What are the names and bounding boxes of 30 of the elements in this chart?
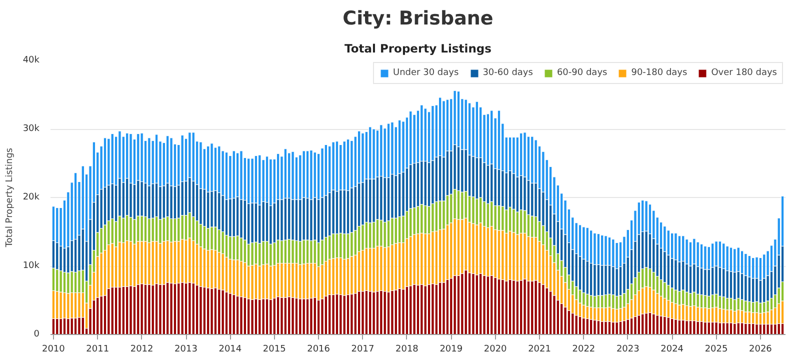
y-tick-label: 0 xyxy=(34,330,40,340)
legend-label: Under 30 days xyxy=(393,68,459,78)
x-tick-label: 2012 xyxy=(130,344,154,354)
x-tick-label: 2021 xyxy=(528,344,551,354)
chart-title: City: Brisbane xyxy=(342,8,494,30)
y-tick-label: 10k xyxy=(22,261,40,271)
x-tick-label: 2026 xyxy=(749,344,772,354)
y-tick-label: 40k xyxy=(22,56,40,66)
x-tick-label: 2011 xyxy=(86,344,110,354)
x-tick-label: 2016 xyxy=(307,344,330,354)
legend-label: 60-90 days xyxy=(556,68,608,78)
x-tick-label: 2013 xyxy=(174,344,198,354)
legend-label: 30-60 days xyxy=(482,68,533,78)
x-tick-label: 2014 xyxy=(218,344,242,354)
x-tick-label: 2025 xyxy=(704,344,728,354)
x-tick-label: 2024 xyxy=(660,344,684,354)
y-tick-label: 20k xyxy=(22,192,40,202)
x-tick-label: 2017 xyxy=(351,344,374,354)
x-tick-label: 2018 xyxy=(396,344,419,354)
x-tick-label: 2022 xyxy=(572,344,596,354)
legend-label: Over 180 days xyxy=(711,68,777,78)
y-tick-label: 30k xyxy=(22,124,40,134)
x-tick-label: 2010 xyxy=(42,344,66,354)
x-tick-label: 2023 xyxy=(616,344,640,354)
y-axis-title: Total Property Listings xyxy=(4,148,15,248)
x-tick-label: 2020 xyxy=(484,344,508,354)
chart-subtitle: Total Property Listings xyxy=(344,42,492,56)
x-tick-label: 2019 xyxy=(440,344,463,354)
legend-label: 90-180 days xyxy=(631,68,688,78)
x-tick-label: 2015 xyxy=(262,344,286,354)
